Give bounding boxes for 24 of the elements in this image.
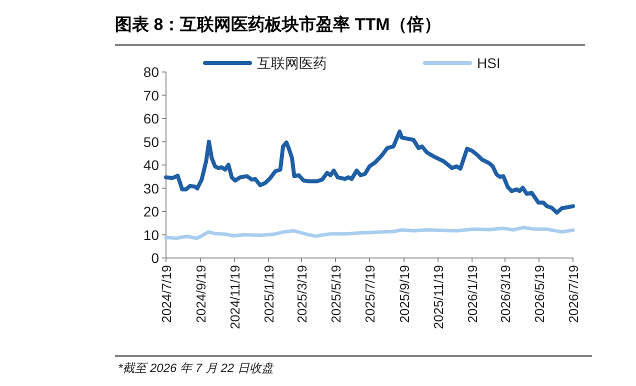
- y-tick-label: 80: [143, 64, 160, 80]
- y-tick-label: 60: [143, 110, 160, 126]
- x-tick-label: 2025/1/19: [262, 265, 277, 323]
- y-tick-label: 10: [143, 226, 160, 243]
- x-tick-label: 2025/7/19: [362, 265, 378, 323]
- title: 图表 8：互联网医药板块市盈率 TTM（倍）: [115, 15, 441, 34]
- y-tick-label: 50: [143, 134, 160, 150]
- x-tick-label: 2026/7/19: [566, 265, 581, 323]
- y-tick-label: 40: [143, 157, 160, 173]
- x-tick-label: 2026/5/19: [532, 265, 547, 323]
- x-tick-label: 2024/11/19: [228, 265, 243, 330]
- text: *截至 2026 年 7 月 22 日收盘: [118, 361, 274, 375]
- x-tick-label: 2024/7/19: [159, 265, 174, 323]
- y-tick-label: 30: [143, 180, 160, 196]
- x-tick-label: 2025/5/19: [328, 265, 344, 323]
- x-tick-label: 2025/3/19: [294, 265, 310, 323]
- y-tick-label: 0: [151, 250, 160, 266]
- x-tick-label: 2026/3/19: [498, 265, 513, 323]
- x-tick-label: 2024/9/19: [194, 265, 209, 323]
- y-tick-label: 70: [143, 87, 160, 104]
- x-tick-label: 2025/9/19: [397, 265, 412, 323]
- x-tick-label: 2026/1/19: [465, 265, 480, 323]
- y-tick-label: 20: [143, 204, 160, 220]
- x-tick-label: 2025/11/19: [431, 265, 446, 330]
